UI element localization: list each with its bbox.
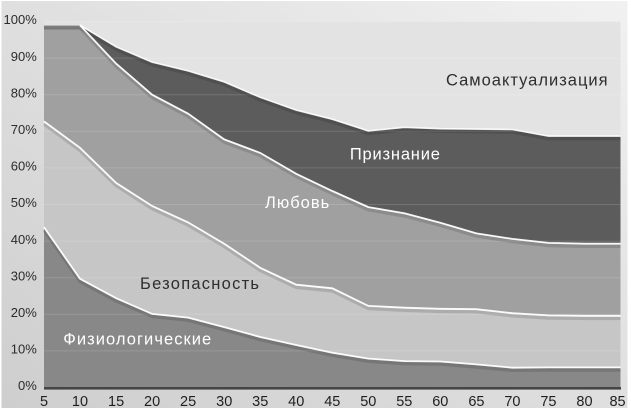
svg-text:45: 45: [324, 394, 340, 410]
svg-text:80: 80: [576, 394, 592, 410]
svg-text:10%: 10%: [11, 342, 37, 357]
svg-text:100%: 100%: [4, 12, 38, 27]
svg-text:30%: 30%: [11, 268, 37, 283]
svg-text:35: 35: [252, 394, 268, 410]
svg-text:40: 40: [288, 394, 304, 410]
svg-text:Самоактуализация: Самоактуализация: [446, 71, 609, 89]
svg-text:90%: 90%: [11, 49, 37, 64]
svg-text:65: 65: [468, 394, 484, 410]
svg-text:0%: 0%: [18, 378, 37, 393]
svg-text:60: 60: [432, 394, 448, 410]
svg-text:50: 50: [360, 394, 376, 410]
svg-text:20: 20: [144, 394, 160, 410]
svg-text:70%: 70%: [11, 122, 37, 137]
svg-text:70: 70: [504, 394, 520, 410]
svg-text:15: 15: [108, 394, 124, 410]
svg-text:30: 30: [216, 394, 232, 410]
svg-text:80%: 80%: [11, 85, 37, 100]
svg-text:Физиологические: Физиологические: [63, 330, 212, 348]
svg-text:Безопасность: Безопасность: [140, 275, 260, 293]
svg-text:50%: 50%: [11, 195, 37, 210]
svg-text:85: 85: [609, 394, 625, 410]
svg-text:5: 5: [40, 394, 48, 410]
svg-text:60%: 60%: [11, 159, 37, 174]
svg-text:40%: 40%: [11, 232, 37, 247]
svg-text:20%: 20%: [11, 305, 37, 320]
svg-text:55: 55: [396, 394, 412, 410]
svg-text:Признание: Признание: [350, 145, 441, 163]
svg-text:Любовь: Любовь: [265, 194, 330, 212]
svg-text:10: 10: [72, 394, 88, 410]
svg-text:25: 25: [180, 394, 196, 410]
svg-text:75: 75: [540, 394, 556, 410]
